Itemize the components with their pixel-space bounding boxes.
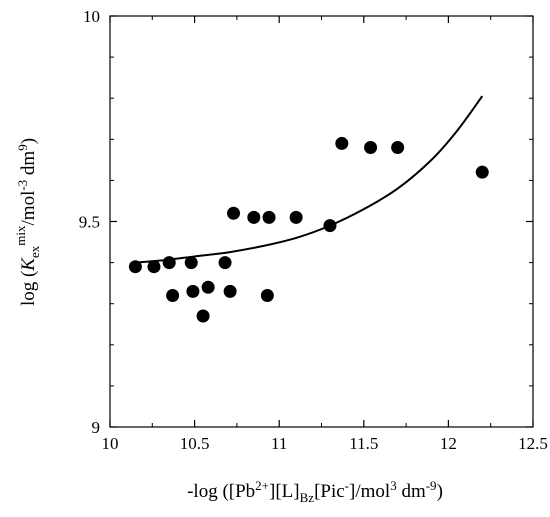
x-tick-label: 11.5	[349, 434, 378, 453]
y-axis-label-sup: 9	[15, 144, 30, 151]
x-tick-label: 10.5	[180, 434, 210, 453]
x-tick-label: 12	[440, 434, 457, 453]
y-axis-label-part: /mol	[18, 191, 39, 226]
data-point	[335, 136, 349, 150]
data-point	[289, 210, 303, 224]
x-axis-label: -log ([Pb2+][L]Bz[Pic-]/mol3 dm-9)	[187, 478, 443, 505]
y-tick-label: 9	[92, 418, 101, 437]
y-axis-label-sup: mix	[13, 225, 28, 246]
data-point	[162, 256, 176, 270]
data-point	[128, 260, 142, 274]
x-axis-label-sup: -9	[426, 478, 437, 493]
data-point	[475, 165, 489, 179]
data-point	[166, 288, 180, 302]
x-tick-label: 12.5	[518, 434, 548, 453]
data-point	[147, 260, 161, 274]
y-axis-label-part: log (	[18, 271, 39, 306]
x-axis-label-part: dm	[397, 481, 426, 502]
y-axis-label-sup: -3	[15, 180, 30, 191]
data-point	[260, 288, 274, 302]
data-point	[196, 309, 210, 323]
fit-curve	[135, 95, 484, 264]
data-point	[323, 219, 337, 233]
x-axis-label-part: ][L]	[269, 481, 300, 502]
x-axis-label-sup: 2+	[255, 478, 269, 493]
data-points	[128, 136, 489, 323]
x-axis-label-sub: Bz	[300, 490, 315, 505]
x-axis-label-sup: 3	[390, 478, 397, 493]
y-tick-label: 10	[83, 7, 100, 26]
data-point	[227, 206, 241, 220]
plot-frame	[109, 15, 534, 428]
data-point	[218, 256, 232, 270]
y-axis-label: log (Kexmix/mol-3 dm9)	[13, 138, 42, 306]
x-tick-label: 11	[271, 434, 287, 453]
data-point	[223, 284, 237, 298]
y-axis-label-part: )	[18, 138, 39, 144]
data-point	[201, 280, 215, 294]
data-point	[391, 141, 405, 155]
x-axis-label-part: [Pic	[314, 481, 345, 502]
x-axis-label-part: ]/mol	[349, 481, 390, 502]
y-axis-label-sub: ex	[27, 245, 42, 258]
data-point	[364, 141, 378, 155]
x-axis-label-sup: -	[345, 478, 349, 493]
x-axis-label-part: -log ([Pb	[187, 481, 255, 502]
x-tick-label: 10	[102, 434, 119, 453]
data-point	[262, 210, 276, 224]
data-point	[186, 284, 200, 298]
y-axis-label-k: K	[18, 257, 39, 272]
y-axis-label-part: dm	[18, 151, 39, 180]
x-axis-label-part: )	[437, 481, 443, 502]
data-point	[247, 210, 261, 224]
axis-ticks: 10 10.5 11 11.5 12 12.5 9 9.5 10	[79, 7, 548, 453]
data-point	[184, 256, 198, 270]
y-tick-label: 9.5	[79, 213, 100, 232]
